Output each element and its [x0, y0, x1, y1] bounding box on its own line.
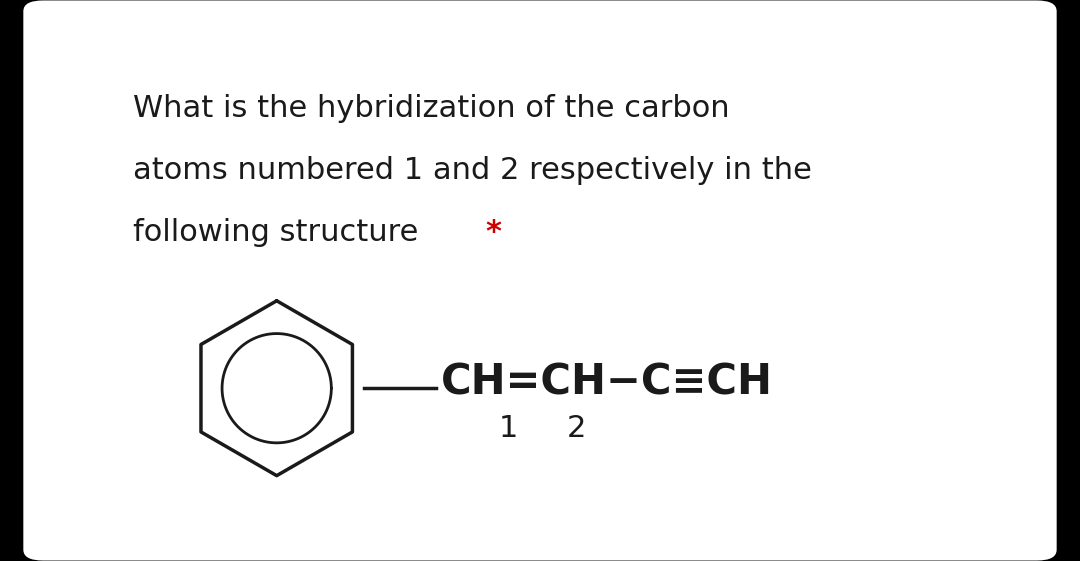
- Text: CH=CH−C≡CH: CH=CH−C≡CH: [441, 362, 772, 404]
- Text: atoms numbered 1 and 2 respectively in the: atoms numbered 1 and 2 respectively in t…: [133, 155, 811, 185]
- Text: 1: 1: [499, 414, 518, 443]
- FancyBboxPatch shape: [24, 1, 1056, 560]
- Text: What is the hybridization of the carbon: What is the hybridization of the carbon: [133, 94, 729, 123]
- Text: 2: 2: [567, 414, 586, 443]
- Text: following structure: following structure: [133, 218, 428, 246]
- Text: *: *: [485, 218, 501, 246]
